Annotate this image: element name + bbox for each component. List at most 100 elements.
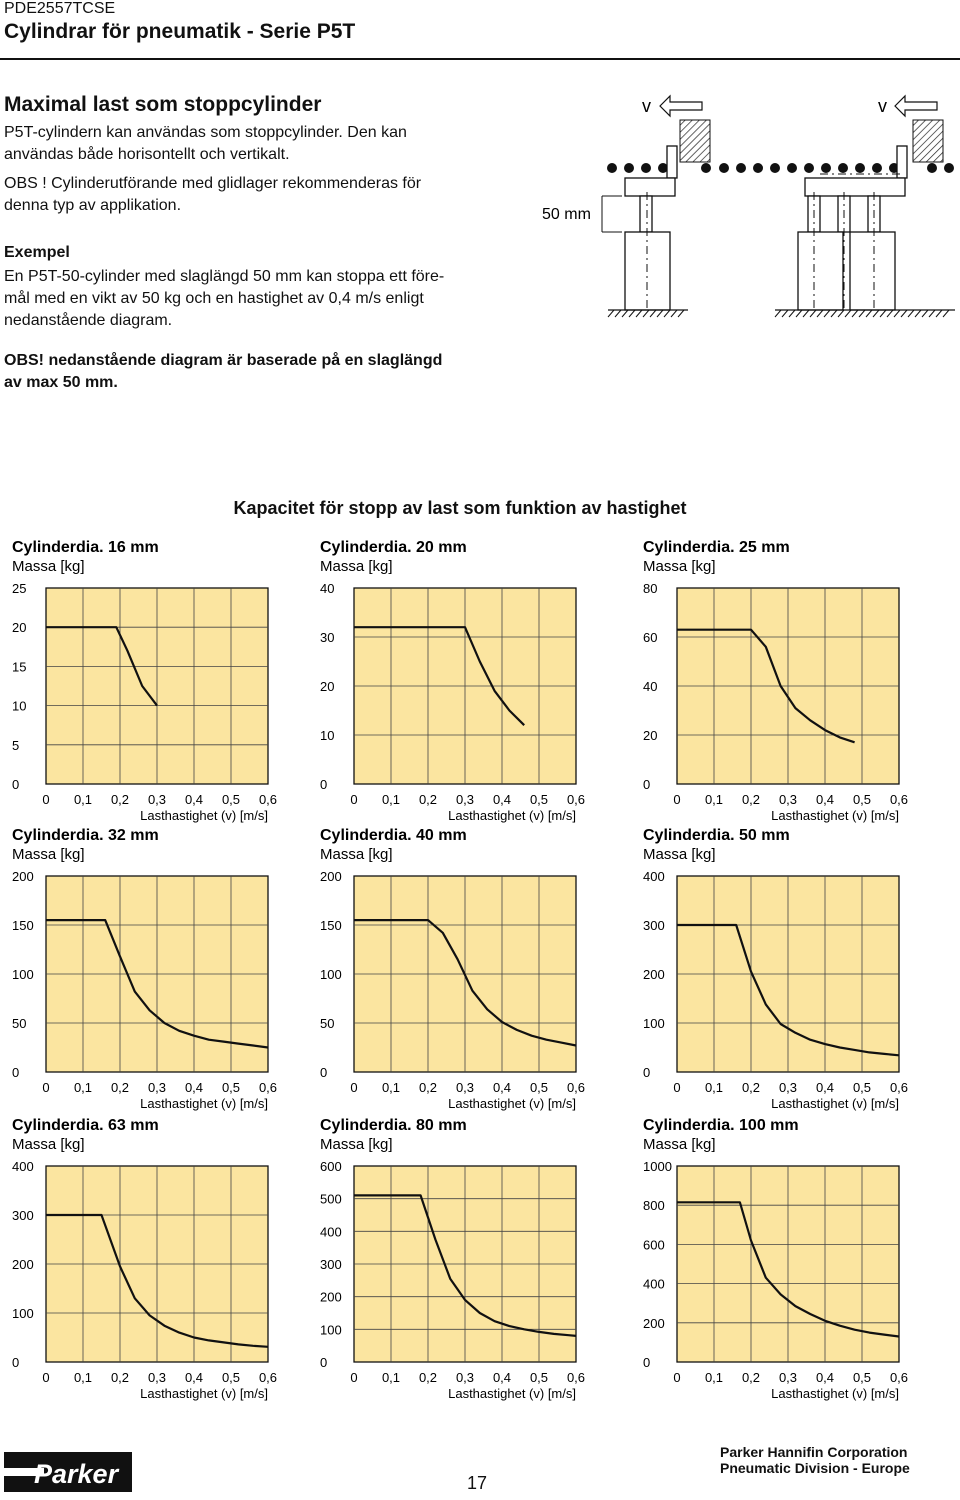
y-tick-label: 0 [12, 777, 19, 792]
x-tick-label: 0,1 [705, 1370, 723, 1385]
x-tick-label: 0,2 [111, 1370, 129, 1385]
y-tick-label: 100 [643, 1016, 665, 1031]
y-axis-label: Massa [kg] [12, 558, 85, 575]
velocity-label-right: v [878, 96, 887, 116]
y-tick-label: 200 [320, 869, 342, 884]
chart-svg: Cylinderdia. 32 mm Massa [kg] 200 150 100 50 0… [12, 827, 277, 1111]
chart-title: Cylinderdia. 25 mm [643, 539, 790, 556]
y-tick-label: 0 [320, 777, 327, 792]
x-tick-label: 0,6 [890, 1370, 908, 1385]
capacity-curve [46, 626, 158, 707]
y-tick-label: 150 [320, 918, 342, 933]
x-tick-label: 0 [673, 1370, 680, 1385]
y-tick-label: 80 [643, 581, 657, 596]
chart-title: Cylinderdia. 50 mm [643, 827, 790, 844]
intro-line: användas både horisontellt och vertikalt… [4, 146, 290, 163]
x-tick-label: 0 [673, 792, 680, 807]
x-tick-label: 0,6 [567, 1370, 585, 1385]
x-tick-label: 0,5 [853, 1080, 871, 1095]
x-tick-label: 0,4 [493, 1370, 511, 1385]
x-tick-label: 0 [350, 792, 357, 807]
y-tick-label: 40 [643, 679, 657, 694]
x-tick-label: 0,5 [530, 792, 548, 807]
x-tick-label: 0,5 [530, 1370, 548, 1385]
arrow-left-icon [659, 94, 703, 118]
capacity-curve [46, 1213, 269, 1348]
y-tick-label: 400 [12, 1159, 34, 1174]
x-tick-label: 0,4 [185, 1080, 203, 1095]
x-tick-label: 0,3 [779, 1080, 797, 1095]
x-axis-label: Lasthastighet (v) [m/s] [771, 808, 899, 823]
intro-paragraph: P5T-cylindern kan användas som stoppcyli… [4, 122, 474, 166]
y-axis-label: Massa [kg] [320, 558, 393, 575]
chart-title: Cylinderdia. 32 mm [12, 827, 159, 844]
y-tick-label: 200 [643, 1316, 665, 1331]
x-tick-label: 0,6 [259, 1370, 277, 1385]
chart-svg: Cylinderdia. 20 mm Massa [kg] 40 30 20 10 0 0 0,… [320, 539, 585, 823]
stroke-label: 50 mm [542, 206, 591, 223]
x-tick-label: 0,4 [185, 1370, 203, 1385]
x-tick-label: 0,4 [816, 792, 834, 807]
x-tick-label: 0,2 [742, 792, 760, 807]
x-axis-label: Lasthastighet (v) [m/s] [140, 808, 268, 823]
company-info: Parker Hannifin Corporation Pneumatic Di… [720, 1444, 910, 1476]
capacity-curve [354, 918, 577, 1047]
company-name: Parker Hannifin Corporation [720, 1444, 908, 1460]
capacity-curve [46, 918, 269, 1049]
x-axis-label: Lasthastighet (v) [m/s] [140, 1096, 268, 1111]
x-tick-label: 0,6 [890, 1080, 908, 1095]
section-heading: Maximal last som stoppcylinder [4, 93, 322, 116]
x-tick-label: 0,1 [382, 792, 400, 807]
example-paragraph: En P5T-50-cylinder med slaglängd 50 mm k… [4, 266, 474, 332]
y-tick-label: 300 [12, 1208, 34, 1223]
x-tick-label: 0,3 [148, 1370, 166, 1385]
x-axis-label: Lasthastighet (v) [m/s] [140, 1386, 268, 1401]
logo-text: Parker [34, 1459, 120, 1489]
chart-svg: Cylinderdia. 50 mm Massa [kg] 400 300 200 100… [643, 827, 908, 1111]
capacity-curve [677, 628, 855, 744]
y-tick-label: 15 [12, 659, 26, 674]
x-tick-label: 0 [350, 1080, 357, 1095]
x-tick-label: 0,2 [111, 1080, 129, 1095]
chart-svg: Cylinderdia. 80 mm Massa [kg] 600 500 400 300… [320, 1117, 585, 1401]
x-tick-label: 0,1 [74, 1080, 92, 1095]
x-tick-label: 0,4 [185, 792, 203, 807]
y-tick-label: 300 [320, 1257, 342, 1272]
y-tick-label: 400 [643, 1277, 665, 1292]
x-tick-label: 0,4 [493, 1080, 511, 1095]
x-tick-label: 0,6 [567, 792, 585, 807]
chart-panel: Cylinderdia. 20 mm Massa [kg] 40 30 20 10 0 0 0,… [320, 536, 610, 829]
y-tick-label: 300 [643, 918, 665, 933]
y-tick-label: 20 [320, 679, 334, 694]
chart-svg: Cylinderdia. 100 mm Massa [kg] 1000 800 600 4… [643, 1117, 908, 1401]
x-tick-label: 0,2 [419, 792, 437, 807]
x-tick-label: 0,4 [816, 1370, 834, 1385]
example-heading: Exempel [4, 244, 70, 261]
x-tick-label: 0,5 [222, 1080, 240, 1095]
x-tick-label: 0,3 [779, 792, 797, 807]
obs-line: OBS! nedanstående diagram är baserade på… [4, 352, 443, 369]
x-tick-label: 0 [42, 1080, 49, 1095]
parker-logo: Parker [4, 1452, 132, 1492]
y-tick-label: 200 [12, 1257, 34, 1272]
x-tick-label: 0 [673, 1080, 680, 1095]
intro-line: P5T-cylindern kan användas som stoppcyli… [4, 124, 407, 141]
y-tick-label: 0 [12, 1065, 19, 1080]
y-axis-label: Massa [kg] [12, 846, 85, 863]
chart-panel: Cylinderdia. 50 mm Massa [kg] 400 300 200 100… [643, 824, 933, 1117]
capacity-curve [354, 1194, 577, 1337]
document-code: PDE2557TCSE [4, 0, 116, 17]
centerlines [646, 173, 902, 310]
y-tick-label: 20 [643, 728, 657, 743]
y-tick-label: 800 [643, 1198, 665, 1213]
x-tick-label: 0 [42, 1370, 49, 1385]
x-tick-label: 0,6 [259, 1080, 277, 1095]
example-line: En P5T-50-cylinder med slaglängd 50 mm k… [4, 268, 445, 285]
capacity-curve [677, 923, 900, 1057]
y-tick-label: 50 [12, 1016, 26, 1031]
y-tick-label: 25 [12, 581, 26, 596]
obs-line: denna typ av applikation. [4, 197, 182, 214]
y-tick-label: 100 [12, 967, 34, 982]
y-axis-label: Massa [kg] [643, 846, 716, 863]
conveyor-rollers [607, 163, 954, 173]
